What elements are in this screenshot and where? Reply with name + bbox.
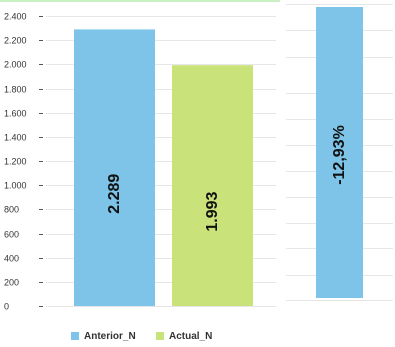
- y-tick-label: 400: [4, 254, 19, 264]
- main-bars: [74, 29, 253, 306]
- legend-label: Actual_N: [169, 331, 212, 342]
- y-tick-label: 1.800: [4, 85, 27, 95]
- variation-bars: -12,93%: [316, 7, 363, 298]
- bar-actual_n: [172, 65, 253, 306]
- y-tick-label: 800: [4, 205, 19, 215]
- y-tick-label: 1.400: [4, 133, 27, 143]
- legend-swatch: [71, 332, 79, 340]
- main-bar-chart: 0 200 400 600 800 1.000 1.200 1.400 1.600 1.800 2.…: [4, 12, 276, 312]
- y-tick-label: 600: [4, 230, 19, 240]
- data-label: 2.289: [106, 174, 123, 214]
- y-tick-label: 2.400: [4, 12, 27, 22]
- data-label: -12,93%: [331, 125, 348, 185]
- bar-anterior_n: [74, 29, 155, 306]
- y-tick-label: 200: [4, 278, 19, 288]
- variation-bar-chart: -12,93%: [286, 5, 393, 301]
- y-tick-label: 2.200: [4, 36, 27, 46]
- y-tick-label: 0: [4, 302, 9, 312]
- main-y-axis: 0 200 400 600 800 1.000 1.200 1.400 1.600 1.800 2.…: [4, 12, 43, 312]
- y-tick-label: 1.000: [4, 181, 27, 191]
- data-label: 1.993: [204, 191, 221, 231]
- y-tick-label: 2.000: [4, 60, 27, 70]
- legend-swatch: [156, 332, 164, 340]
- legend: Anterior_N Actual_N: [71, 331, 212, 342]
- legend-label: Anterior_N: [84, 331, 136, 342]
- y-tick-label: 1.600: [4, 109, 27, 119]
- y-tick-label: 1.200: [4, 157, 27, 167]
